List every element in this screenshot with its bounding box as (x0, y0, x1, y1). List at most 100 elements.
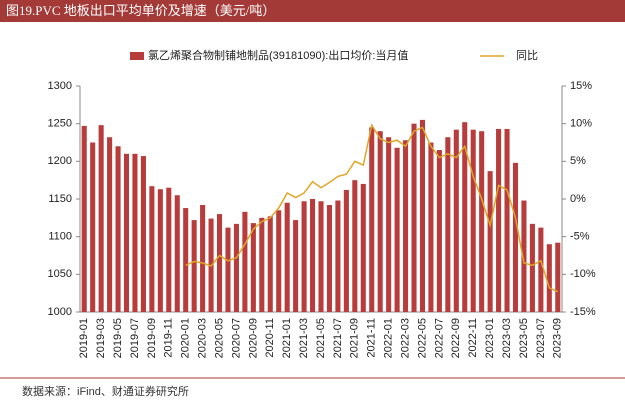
bar (335, 200, 341, 312)
bar (174, 195, 180, 312)
x-tick-label: 2019-09 (146, 318, 158, 358)
bar (81, 125, 87, 312)
x-tick-label: 2023-03 (501, 318, 513, 358)
source: 数据来源：iFind、财通证券研究所 (22, 384, 189, 398)
x-tick-label: 2022-01 (383, 318, 395, 358)
x-tick-label: 2021-05 (315, 318, 327, 358)
bar (326, 205, 332, 312)
title-banner (0, 0, 625, 22)
bar (318, 201, 324, 312)
x-tick-label: 2019-11 (163, 318, 175, 358)
bar (479, 131, 485, 312)
bar (555, 242, 561, 312)
chart-title: 图19.PVC 地板出口平均单价及增速（美元/吨） (6, 3, 275, 18)
bar (115, 146, 121, 312)
bar (436, 150, 442, 312)
bar (183, 208, 189, 312)
x-tick-label: 2021-01 (281, 318, 293, 358)
y-tick-label: 1000 (48, 306, 72, 318)
bar (462, 122, 468, 312)
x-tick-label: 2023-07 (535, 318, 547, 358)
y-tick-label: 1100 (48, 231, 72, 243)
bar (149, 186, 155, 312)
bar (267, 216, 273, 312)
bar (301, 201, 307, 312)
bar (123, 153, 130, 312)
bar (386, 137, 392, 312)
bar (470, 129, 476, 312)
legend-swatch (130, 52, 144, 60)
bar (428, 142, 434, 312)
x-tick-label: 2023-05 (518, 318, 530, 358)
x-tick-label: 2020-11 (264, 318, 276, 358)
bar (132, 153, 138, 312)
bar (250, 223, 256, 312)
y2-tick-label: -5% (570, 231, 590, 243)
bar (276, 210, 282, 312)
bar (343, 189, 349, 312)
bar (411, 123, 417, 313)
y2-tick-label: -10% (570, 268, 596, 280)
x-tick-label: 2021-03 (298, 318, 310, 358)
bar (233, 223, 239, 312)
bar (90, 142, 96, 312)
bar (487, 171, 493, 312)
x-tick-label: 2021-07 (332, 318, 344, 358)
x-tick-label: 2020-01 (180, 318, 192, 358)
y-tick-label: 1050 (48, 268, 72, 280)
bar (284, 202, 290, 312)
bar (352, 180, 358, 312)
y2-tick-label: 10% (570, 118, 592, 130)
y2-tick-label: -15% (570, 306, 596, 318)
x-tick-label: 2021-09 (349, 318, 361, 358)
line (185, 123, 559, 293)
x-tick-label: 2019-05 (112, 318, 124, 358)
bar (310, 199, 316, 312)
x-tick-label: 2020-03 (197, 318, 209, 358)
y-tick-label: 1250 (48, 118, 72, 130)
bar (293, 220, 299, 312)
bar (200, 205, 206, 312)
x-tick-label: 2019-07 (129, 318, 141, 358)
bar (419, 119, 426, 313)
y2-tick-label: 15% (570, 80, 592, 92)
bar (496, 128, 502, 312)
bar (191, 220, 197, 312)
x-tick-label: 2022-05 (416, 318, 428, 358)
bar (369, 127, 375, 312)
y-tick-label: 1150 (48, 193, 72, 205)
y-tick-label: 1300 (48, 80, 72, 92)
bar (225, 227, 231, 312)
bar (98, 125, 104, 312)
x-tick-label: 2020-07 (230, 318, 242, 358)
x-tick-label: 2022-07 (433, 318, 445, 358)
bar (445, 137, 451, 312)
x-tick-label: 2021-11 (366, 318, 378, 358)
bar (242, 211, 248, 312)
x-tick-label: 2023-01 (484, 318, 496, 358)
bar (521, 200, 527, 312)
bar (216, 214, 223, 312)
bar (377, 131, 383, 312)
bar (259, 217, 265, 312)
x-tick-label: 2020-09 (247, 318, 259, 358)
legend-label: 同比 (516, 49, 538, 62)
bar (403, 140, 409, 312)
bar (157, 189, 163, 312)
bar (453, 129, 459, 312)
bar (166, 187, 172, 312)
x-tick-label: 2019-01 (78, 318, 90, 358)
x-tick-label: 2023-09 (552, 318, 564, 358)
bar (512, 162, 519, 312)
bar (504, 128, 510, 312)
y-tick-label: 1200 (48, 155, 72, 167)
x-tick-label: 2020-05 (213, 318, 225, 358)
bar (546, 244, 552, 312)
x-tick-label: 2022-11 (467, 318, 479, 358)
y2-tick-label: 5% (570, 155, 586, 167)
x-tick-label: 2022-09 (450, 318, 462, 358)
bar (140, 156, 146, 312)
y2-tick-label: 0% (570, 193, 586, 205)
legend-label: 氯乙烯聚合物制铺地制品(39181090):出口均价:当月值 (148, 48, 408, 62)
